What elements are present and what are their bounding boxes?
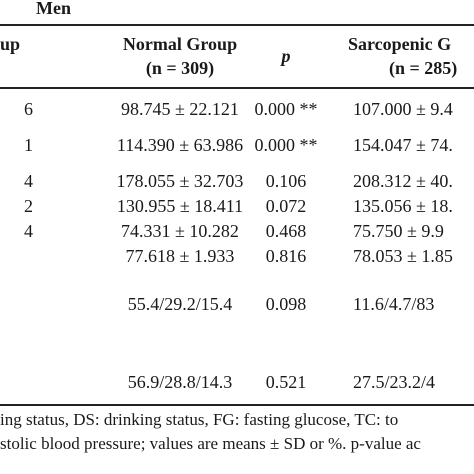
table-row-left-cell: 1	[24, 135, 33, 155]
footnote-line: ing status, DS: drinking status, FG: fas…	[0, 410, 399, 429]
table-row-sarcopenic-cell: 11.6/4.7/83	[353, 294, 435, 314]
table-row-left-cell: 2	[24, 196, 33, 216]
table-row-sarcopenic-cell: 75.750 ± 9.9	[353, 221, 444, 241]
table-row-left-cell: 4	[24, 171, 33, 191]
table-row-p-cell: 0.521	[265, 372, 307, 392]
table-row-p-cell: 0.000 **	[254, 135, 318, 155]
table-row-normal-cell: 114.390 ± 63.986	[116, 135, 244, 155]
left-column-header: up	[0, 34, 21, 54]
sarcopenic-group-count: (n = 285)	[389, 58, 458, 78]
table-row-normal-cell: 74.331 ± 10.282	[121, 221, 239, 241]
table-row-normal-cell: 98.745 ± 22.121	[121, 99, 239, 119]
table-row-normal-cell: 77.618 ± 1.933	[125, 246, 235, 266]
top-rule	[0, 24, 474, 26]
table-row-sarcopenic-cell: 135.056 ± 18.	[353, 196, 453, 216]
table-row-normal-cell: 56.9/28.8/14.3	[127, 372, 233, 392]
table-row-sarcopenic-cell: 107.000 ± 9.4	[353, 99, 453, 119]
normal-group-count: (n = 309)	[145, 58, 215, 78]
group-heading: Men	[36, 0, 71, 18]
table-row-p-cell: 0.106	[265, 171, 307, 191]
table-row-sarcopenic-cell: 78.053 ± 1.85	[353, 246, 453, 266]
table-row-left-cell: 4	[24, 221, 33, 241]
table-row-sarcopenic-cell: 27.5/23.2/4	[353, 372, 436, 392]
table-row-p-cell: 0.000 **	[254, 99, 318, 119]
table-row-normal-cell: 55.4/29.2/15.4	[127, 294, 233, 314]
table-row-left-cell: 6	[24, 99, 33, 119]
footnote-line: stolic blood pressure; values are means …	[0, 434, 421, 453]
table-row-p-cell: 0.072	[265, 196, 307, 216]
p-value-header: p	[281, 46, 291, 66]
normal-group-header: Normal Group	[122, 34, 238, 54]
table-row-p-cell: 0.468	[265, 221, 307, 241]
bottom-rule	[0, 404, 474, 406]
header-rule	[0, 87, 474, 89]
table-row-normal-cell: 178.055 ± 32.703	[116, 171, 244, 191]
table-row-sarcopenic-cell: 208.312 ± 40.	[353, 171, 453, 191]
table-row-p-cell: 0.816	[265, 246, 307, 266]
table-row-p-cell: 0.098	[265, 294, 307, 314]
table-row-normal-cell: 130.955 ± 18.411	[116, 196, 244, 216]
table-row-sarcopenic-cell: 154.047 ± 74.	[353, 135, 453, 155]
sarcopenic-group-header: Sarcopenic G	[348, 34, 452, 54]
